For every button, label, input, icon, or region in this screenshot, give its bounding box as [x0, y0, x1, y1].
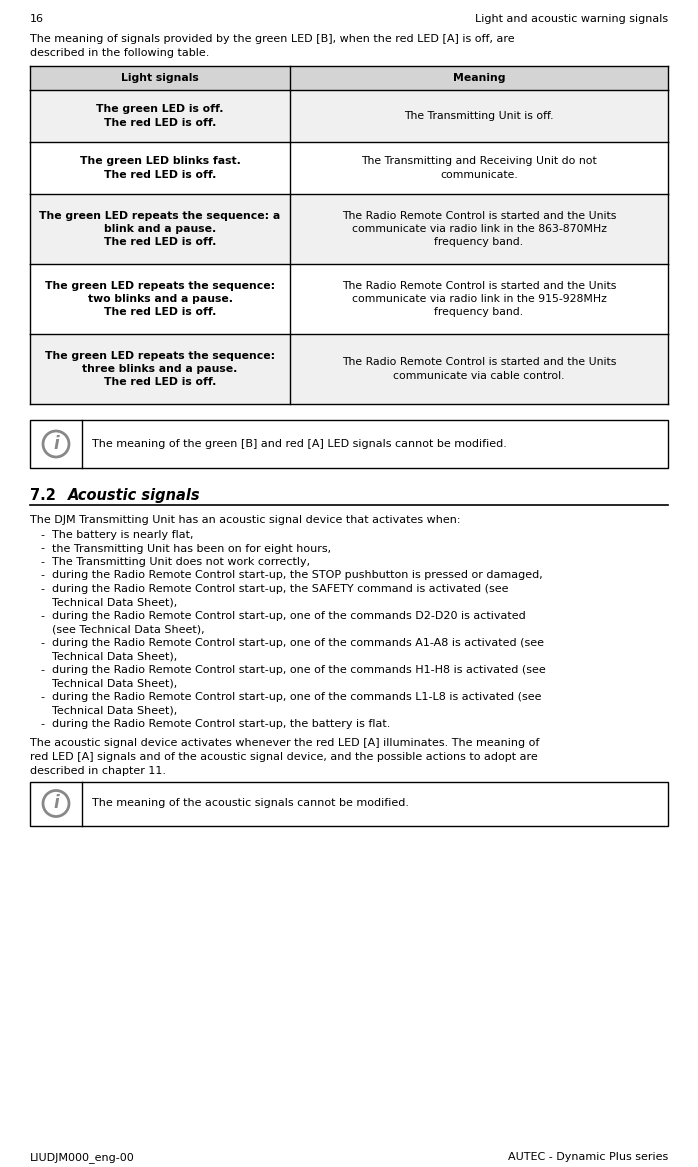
Text: The green LED repeats the sequence:
three blinks and a pause.
The red LED is off: The green LED repeats the sequence: thre…: [45, 351, 275, 387]
Text: the Transmitting Unit has been on for eight hours,: the Transmitting Unit has been on for ei…: [52, 544, 331, 553]
Text: The DJM Transmitting Unit has an acoustic signal device that activates when:: The DJM Transmitting Unit has an acousti…: [30, 515, 461, 525]
Bar: [30, 142, 668, 194]
Text: i: i: [53, 435, 59, 453]
Text: during the Radio Remote Control start-up, one of the commands L1-L8 is activated: during the Radio Remote Control start-up…: [52, 692, 542, 715]
Text: -: -: [40, 584, 44, 594]
Text: during the Radio Remote Control start-up, the battery is flat.: during the Radio Remote Control start-up…: [52, 719, 390, 729]
Text: -: -: [40, 638, 44, 648]
Text: -: -: [40, 665, 44, 675]
Text: The Transmitting and Receiving Unit do not
communicate.: The Transmitting and Receiving Unit do n…: [361, 156, 597, 180]
Text: -: -: [40, 719, 44, 729]
Text: during the Radio Remote Control start-up, the STOP pushbutton is pressed or dama: during the Radio Remote Control start-up…: [52, 571, 543, 580]
Bar: [30, 420, 668, 468]
Text: 7.2: 7.2: [30, 488, 56, 503]
Text: during the Radio Remote Control start-up, one of the commands A1-A8 is activated: during the Radio Remote Control start-up…: [52, 638, 544, 662]
Text: The Radio Remote Control is started and the Units
communicate via radio link in : The Radio Remote Control is started and …: [342, 211, 616, 247]
Text: during the Radio Remote Control start-up, the SAFETY command is activated (see
T: during the Radio Remote Control start-up…: [52, 584, 509, 607]
Bar: [30, 264, 668, 334]
Text: Light and acoustic warning signals: Light and acoustic warning signals: [475, 14, 668, 25]
Text: The meaning of the green [B] and red [A] LED signals cannot be modified.: The meaning of the green [B] and red [A]…: [92, 439, 507, 449]
Text: The Transmitting Unit is off.: The Transmitting Unit is off.: [404, 111, 554, 121]
Text: The green LED repeats the sequence: a
blink and a pause.
The red LED is off.: The green LED repeats the sequence: a bl…: [39, 211, 281, 247]
Bar: [30, 334, 668, 404]
Text: Meaning: Meaning: [453, 74, 505, 83]
Text: LIUDJM000_eng-00: LIUDJM000_eng-00: [30, 1152, 135, 1162]
Text: -: -: [40, 571, 44, 580]
Text: The green LED is off.
The red LED is off.: The green LED is off. The red LED is off…: [96, 104, 224, 127]
Text: The battery is nearly flat,: The battery is nearly flat,: [52, 530, 193, 540]
Text: The Radio Remote Control is started and the Units
communicate via radio link in : The Radio Remote Control is started and …: [342, 281, 616, 317]
Text: The green LED blinks fast.
The red LED is off.: The green LED blinks fast. The red LED i…: [80, 156, 240, 180]
Text: Acoustic signals: Acoustic signals: [68, 488, 200, 503]
Text: The Transmitting Unit does not work correctly,: The Transmitting Unit does not work corr…: [52, 557, 310, 567]
Text: The green LED repeats the sequence:
two blinks and a pause.
The red LED is off.: The green LED repeats the sequence: two …: [45, 281, 275, 317]
Text: -: -: [40, 557, 44, 567]
Text: 16: 16: [30, 14, 44, 25]
Text: -: -: [40, 544, 44, 553]
Text: during the Radio Remote Control start-up, one of the commands D2-D20 is activate: during the Radio Remote Control start-up…: [52, 612, 526, 634]
Bar: [30, 67, 668, 90]
Text: The meaning of the acoustic signals cannot be modified.: The meaning of the acoustic signals cann…: [92, 798, 409, 809]
Text: -: -: [40, 530, 44, 540]
Text: -: -: [40, 612, 44, 621]
Text: The Radio Remote Control is started and the Units
communicate via cable control.: The Radio Remote Control is started and …: [342, 357, 616, 380]
Bar: [30, 194, 668, 264]
Bar: [30, 782, 668, 825]
Text: AUTEC - Dynamic Plus series: AUTEC - Dynamic Plus series: [507, 1152, 668, 1162]
Text: The meaning of signals provided by the green LED [B], when the red LED [A] is of: The meaning of signals provided by the g…: [30, 34, 514, 58]
Text: -: -: [40, 692, 44, 703]
Text: Light signals: Light signals: [121, 74, 199, 83]
Text: i: i: [53, 795, 59, 812]
Text: The acoustic signal device activates whenever the red LED [A] illuminates. The m: The acoustic signal device activates whe…: [30, 738, 540, 776]
Bar: [30, 90, 668, 142]
Text: during the Radio Remote Control start-up, one of the commands H1-H8 is activated: during the Radio Remote Control start-up…: [52, 665, 546, 689]
